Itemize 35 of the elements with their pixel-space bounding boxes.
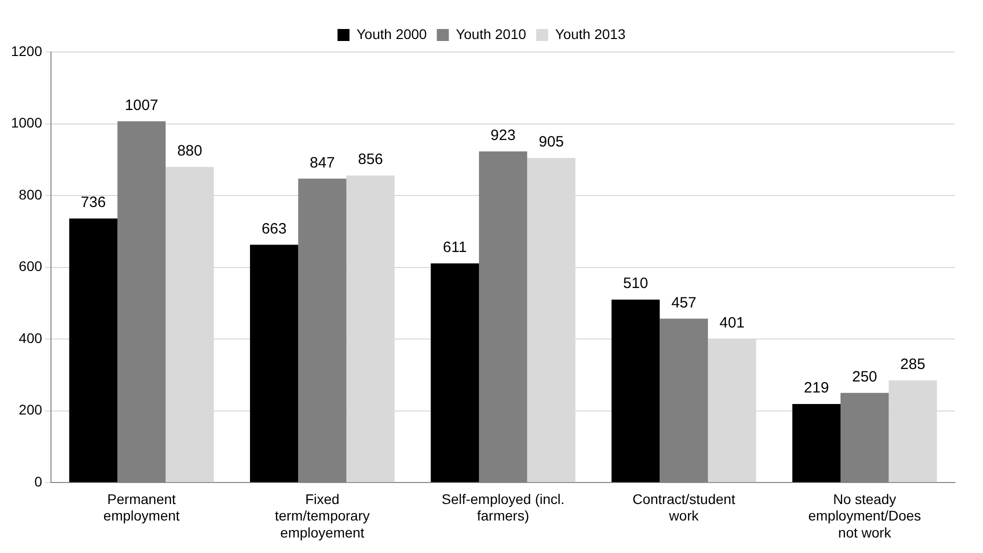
data-label: 611 (442, 238, 467, 256)
data-label: 847 (310, 154, 335, 172)
bar (69, 218, 118, 482)
data-label: 923 (490, 127, 516, 144)
data-label: 856 (358, 151, 384, 168)
x-tick-label: Fixed term/temporary employement (274, 490, 370, 540)
bar (792, 404, 841, 482)
data-label: 663 (262, 220, 287, 238)
legend-label: Youth 2013 (555, 26, 626, 42)
x-tick-label: Self-employed (incl. farmers) (442, 490, 565, 524)
bar (250, 244, 298, 482)
x-tick-label: Permanent employment (103, 490, 180, 524)
bar (612, 300, 660, 482)
x-tick-label: No steady employment/Does not work (808, 490, 922, 540)
data-label: 219 (804, 380, 829, 397)
data-label: 905 (538, 133, 564, 150)
y-tick-label: 0 (34, 473, 42, 490)
y-tick-label: 600 (18, 258, 42, 274)
data-label: 401 (720, 314, 745, 332)
data-label: 457 (671, 294, 696, 312)
data-label: 880 (177, 142, 202, 160)
y-tick-label: 1200 (10, 42, 42, 59)
legend-label: Youth 2010 (456, 26, 526, 42)
y-tick-label: 1000 (10, 114, 42, 131)
y-tick-label: 200 (18, 402, 42, 418)
bar (430, 263, 479, 482)
legend-label: Youth 2000 (356, 26, 428, 42)
data-label: 510 (623, 275, 648, 292)
data-label: 285 (900, 356, 926, 373)
data-label: 1007 (124, 96, 158, 114)
data-label: 250 (852, 368, 878, 386)
y-tick-label: 400 (18, 330, 42, 346)
x-tick-label: Contract/student work (632, 490, 736, 524)
y-tick-label: 800 (18, 186, 42, 202)
data-label: 736 (80, 194, 106, 212)
